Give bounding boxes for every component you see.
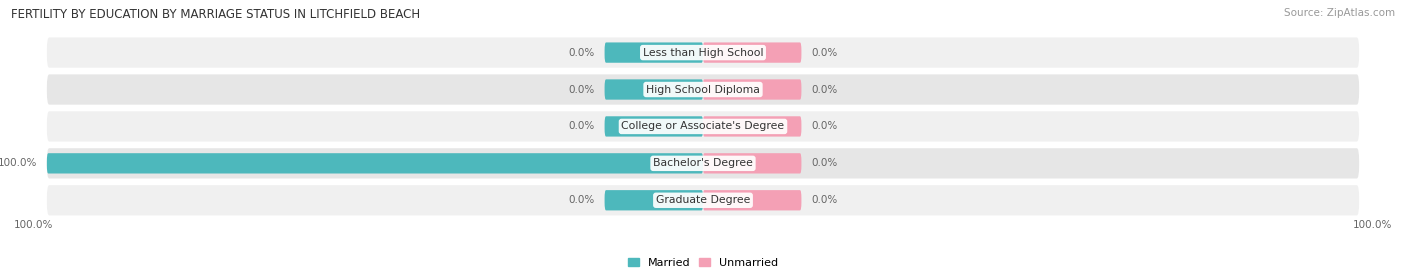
- FancyBboxPatch shape: [703, 153, 801, 174]
- FancyBboxPatch shape: [703, 43, 801, 63]
- Text: 0.0%: 0.0%: [811, 48, 838, 58]
- FancyBboxPatch shape: [46, 37, 1360, 68]
- Text: 0.0%: 0.0%: [811, 121, 838, 132]
- Legend: Married, Unmarried: Married, Unmarried: [627, 258, 779, 268]
- Text: High School Diploma: High School Diploma: [647, 84, 759, 94]
- Text: 0.0%: 0.0%: [568, 48, 595, 58]
- Text: 0.0%: 0.0%: [568, 84, 595, 94]
- FancyBboxPatch shape: [46, 153, 703, 174]
- FancyBboxPatch shape: [605, 79, 703, 100]
- Text: 0.0%: 0.0%: [811, 195, 838, 205]
- Text: 100.0%: 100.0%: [0, 158, 37, 168]
- Text: Graduate Degree: Graduate Degree: [655, 195, 751, 205]
- Text: Bachelor's Degree: Bachelor's Degree: [652, 158, 754, 168]
- Text: 100.0%: 100.0%: [14, 220, 53, 230]
- FancyBboxPatch shape: [605, 43, 703, 63]
- Text: Source: ZipAtlas.com: Source: ZipAtlas.com: [1284, 8, 1395, 18]
- FancyBboxPatch shape: [703, 116, 801, 137]
- Text: 0.0%: 0.0%: [568, 121, 595, 132]
- FancyBboxPatch shape: [605, 190, 703, 210]
- FancyBboxPatch shape: [605, 116, 703, 137]
- Text: 0.0%: 0.0%: [568, 195, 595, 205]
- Text: 0.0%: 0.0%: [811, 84, 838, 94]
- Text: Less than High School: Less than High School: [643, 48, 763, 58]
- Text: 100.0%: 100.0%: [1353, 220, 1392, 230]
- FancyBboxPatch shape: [703, 190, 801, 210]
- FancyBboxPatch shape: [46, 74, 1360, 105]
- Text: 0.0%: 0.0%: [811, 158, 838, 168]
- FancyBboxPatch shape: [46, 148, 1360, 179]
- FancyBboxPatch shape: [703, 79, 801, 100]
- FancyBboxPatch shape: [46, 185, 1360, 215]
- Text: College or Associate's Degree: College or Associate's Degree: [621, 121, 785, 132]
- FancyBboxPatch shape: [46, 111, 1360, 141]
- Text: FERTILITY BY EDUCATION BY MARRIAGE STATUS IN LITCHFIELD BEACH: FERTILITY BY EDUCATION BY MARRIAGE STATU…: [11, 8, 420, 21]
